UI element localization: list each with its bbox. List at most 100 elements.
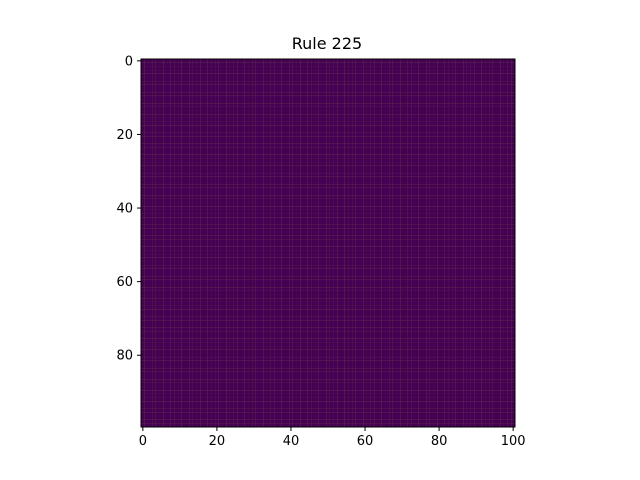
- heatmap-cell: [400, 62, 404, 67]
- heatmap-cell: [385, 169, 390, 174]
- heatmap-cell: [233, 139, 238, 144]
- heatmap-cell: [403, 128, 408, 133]
- heatmap-cell: [440, 184, 445, 188]
- heatmap-cell: [455, 220, 460, 225]
- heatmap-cell: [281, 143, 286, 148]
- heatmap-cell: [152, 59, 156, 63]
- heatmap-cell: [333, 136, 338, 141]
- heatmap-cell: [400, 128, 404, 133]
- heatmap-cell: [503, 125, 508, 129]
- heatmap-cell: [455, 198, 460, 203]
- heatmap-cell: [481, 231, 486, 236]
- heatmap-cell: [144, 139, 149, 144]
- heatmap-cell: [270, 125, 275, 129]
- heatmap-cell: [403, 224, 408, 229]
- heatmap-cell: [489, 70, 493, 74]
- heatmap-cell: [403, 184, 408, 188]
- heatmap-cell: [311, 147, 316, 152]
- heatmap-cell: [200, 202, 205, 207]
- heatmap-cell: [163, 132, 168, 137]
- heatmap-cell: [359, 184, 364, 188]
- heatmap-cell: [348, 95, 353, 100]
- heatmap-cell: [270, 220, 275, 225]
- heatmap-cell: [255, 73, 260, 78]
- heatmap-cell: [207, 110, 212, 115]
- heatmap-cell: [407, 103, 412, 107]
- heatmap-cell: [344, 132, 349, 137]
- heatmap-cell: [215, 180, 219, 185]
- heatmap-cell: [274, 110, 279, 115]
- heatmap-cell: [141, 184, 145, 188]
- heatmap-cell: [359, 173, 364, 177]
- heatmap-cell: [500, 180, 504, 185]
- heatmap-cell: [485, 217, 490, 221]
- heatmap-cell: [511, 136, 516, 141]
- heatmap-cell: [211, 81, 216, 85]
- heatmap-cell: [503, 187, 508, 192]
- heatmap-cell: [444, 81, 449, 85]
- heatmap-cell: [466, 136, 471, 141]
- heatmap-cell: [189, 158, 193, 163]
- heatmap-cell: [418, 206, 423, 210]
- heatmap-cell: [278, 92, 282, 96]
- heatmap-cell: [289, 143, 293, 148]
- heatmap-cell: [322, 231, 327, 236]
- heatmap-cell: [300, 143, 305, 148]
- heatmap-cell: [185, 59, 190, 63]
- heatmap-cell: [426, 228, 430, 233]
- heatmap-cell: [463, 235, 467, 240]
- heatmap-cell: [300, 173, 305, 177]
- heatmap-cell: [470, 231, 475, 236]
- heatmap-cell: [211, 62, 216, 67]
- heatmap-cell: [511, 88, 516, 93]
- heatmap-cell: [281, 154, 286, 159]
- heatmap-cell: [226, 180, 230, 185]
- heatmap-cell: [418, 180, 423, 185]
- heatmap-cell: [452, 162, 456, 166]
- heatmap-cell: [170, 99, 175, 104]
- heatmap-cell: [392, 209, 397, 214]
- heatmap-cell: [415, 206, 419, 210]
- heatmap-cell: [141, 165, 145, 170]
- heatmap-cell: [392, 136, 397, 141]
- heatmap-cell: [485, 180, 490, 185]
- heatmap-cell: [229, 99, 234, 104]
- heatmap-cell: [326, 88, 330, 93]
- heatmap-cell: [322, 191, 327, 196]
- heatmap-cell: [370, 117, 375, 122]
- heatmap-cell: [496, 202, 501, 207]
- heatmap-cell: [211, 84, 216, 89]
- heatmap-cell: [296, 231, 301, 236]
- heatmap-cell: [274, 125, 279, 129]
- heatmap-cell: [244, 231, 249, 236]
- heatmap-cell: [363, 132, 367, 137]
- heatmap-cell: [400, 81, 404, 85]
- heatmap-cell: [389, 162, 393, 166]
- heatmap-cell: [474, 184, 479, 188]
- heatmap-cell: [285, 191, 290, 196]
- heatmap-cell: [500, 95, 504, 100]
- heatmap-cell: [426, 209, 430, 214]
- heatmap-cell: [252, 154, 256, 159]
- heatmap-cell: [211, 77, 216, 82]
- heatmap-cell: [263, 77, 267, 82]
- heatmap-cell: [226, 95, 230, 100]
- heatmap-cell: [444, 139, 449, 144]
- heatmap-cell: [278, 213, 282, 218]
- heatmap-cell: [507, 125, 512, 129]
- heatmap-cell: [448, 217, 453, 221]
- heatmap-cell: [348, 180, 353, 185]
- heatmap-cell: [407, 66, 412, 71]
- heatmap-cell: [307, 88, 312, 93]
- heatmap-cell: [470, 162, 475, 166]
- heatmap-cell: [426, 165, 430, 170]
- heatmap-cell: [296, 220, 301, 225]
- heatmap-cell: [489, 81, 493, 85]
- heatmap-cell: [200, 121, 205, 126]
- heatmap-cell: [415, 235, 419, 240]
- heatmap-cell: [429, 209, 434, 214]
- heatmap-cell: [463, 213, 467, 218]
- heatmap-cell: [344, 209, 349, 214]
- heatmap-cell: [374, 136, 379, 141]
- heatmap-cell: [455, 66, 460, 71]
